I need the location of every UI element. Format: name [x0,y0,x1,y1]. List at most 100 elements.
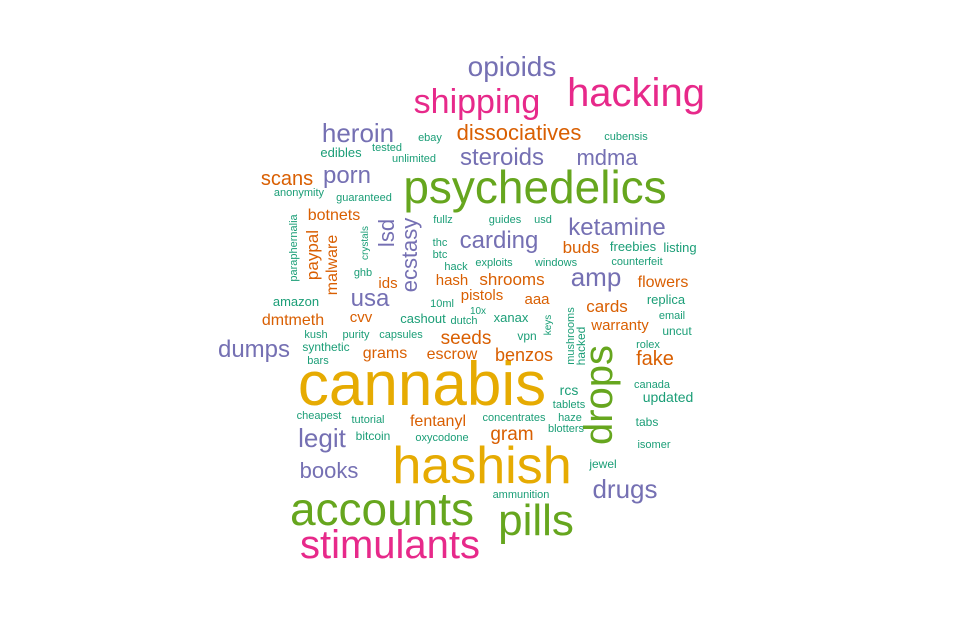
word-fake: fake [636,348,674,370]
word-cheapest: cheapest [297,410,342,422]
word-botnets: botnets [308,207,360,224]
word-steroids: steroids [460,144,544,171]
word-ketamine: ketamine [568,214,665,241]
word-mushrooms: mushrooms [565,307,577,365]
word-counterfeit: counterfeit [611,256,662,268]
word-cashout: cashout [400,311,446,326]
word-purity: purity [343,329,370,341]
word-ghb: ghb [354,267,372,279]
word-accounts: accounts [290,483,474,535]
word-rolex: rolex [636,339,660,351]
word-paraphernalia: paraphernalia [288,213,300,281]
word-concentrates: concentrates [483,412,546,424]
word-cannabis: cannabis [298,350,546,419]
word-dutch: dutch [451,315,478,327]
word-oxycodone: oxycodone [415,432,468,444]
word-uncut: uncut [662,324,692,338]
word-ecstasy: ecstasy [397,218,422,293]
word-cvv: cvv [350,309,373,326]
word-tutorial: tutorial [351,414,384,426]
word-books: books [300,458,359,483]
word-guaranteed: guaranteed [336,192,392,204]
word-cloud-words: cannabis hashish psychedelics accounts pills… [218,51,705,567]
word-cubensis: cubensis [604,131,648,143]
word-guides: guides [489,214,522,226]
word-edibles: edibles [320,145,362,160]
word-seeds: seeds [441,328,492,349]
word-keys: keys [543,315,554,336]
word-hack: hack [444,261,468,273]
word-freebies: freebies [610,239,657,254]
word-fentanyl: fentanyl [410,413,466,430]
word-bitcoin: bitcoin [356,429,391,443]
word-dmtmeth: dmtmeth [262,312,324,329]
word-escrow: escrow [427,346,478,363]
word-10x: 10x [470,306,486,317]
word-carding: carding [460,227,539,254]
word-windows: windows [534,257,578,269]
word-ids: ids [378,275,397,292]
word-dissociatives: dissociatives [457,120,582,145]
word-benzos: benzos [495,345,553,365]
word-flowers: flowers [638,274,689,291]
word-thc: thc [433,237,448,249]
word-mdma: mdma [576,145,638,170]
word-shipping: shipping [414,83,541,121]
word-drugs: drugs [592,474,657,504]
word-usa: usa [351,285,390,312]
word-xanax: xanax [494,310,529,325]
word-ebay: ebay [418,132,442,144]
word-gram: gram [490,424,533,445]
word-isomer: isomer [637,439,670,451]
word-heroin: heroin [322,118,394,148]
word-bars: bars [307,355,329,367]
word-shrooms: shrooms [479,270,544,289]
word-jewel: jewel [588,457,616,471]
word-dumps: dumps [218,336,290,363]
word-psychedelics: psychedelics [403,161,666,213]
word-10ml: 10ml [430,298,454,310]
word-listing: listing [663,240,696,255]
word-synthetic: synthetic [302,340,349,354]
word-tabs: tabs [636,415,659,429]
word-email: email [659,310,685,322]
word-hash: hash [436,272,469,289]
word-tested: tested [372,142,402,154]
word-grams: grams [363,345,407,362]
word-pills: pills [498,496,574,545]
word-lsd: lsd [374,219,399,247]
word-warranty: warranty [590,317,649,334]
word-buds: buds [563,238,600,257]
word-kush: kush [304,329,327,341]
word-cards: cards [586,297,628,316]
word-ammunition: ammunition [493,489,550,501]
word-hacking: hacking [567,71,705,115]
word-opioids: opioids [468,51,557,82]
word-hacked: hacked [574,327,588,366]
word-rcs: rcs [560,382,579,398]
word-tablets: tablets [553,399,586,411]
word-vpn: vpn [517,329,536,343]
word-scans: scans [261,168,313,190]
word-canada: canada [634,379,671,391]
word-amp: amp [571,262,622,292]
word-fullz: fullz [433,214,453,226]
word-usd: usd [534,214,552,226]
word-anonymity: anonymity [274,187,325,199]
word-stimulants: stimulants [300,523,480,567]
word-porn: porn [323,162,371,189]
word-malware: malware [324,235,341,296]
word-hashish: hashish [392,437,571,495]
word-legit: legit [298,423,346,453]
word-blotters: blotters [548,423,585,435]
word-unlimited: unlimited [392,153,436,165]
word-updated: updated [643,389,694,405]
word-aaa: aaa [524,291,550,308]
word-paypal: paypal [303,230,322,280]
word-capsules: capsules [379,329,423,341]
word-replica: replica [647,292,686,307]
word-haze: haze [558,412,582,424]
word-btc: btc [433,249,448,261]
word-pistols: pistols [461,287,504,304]
